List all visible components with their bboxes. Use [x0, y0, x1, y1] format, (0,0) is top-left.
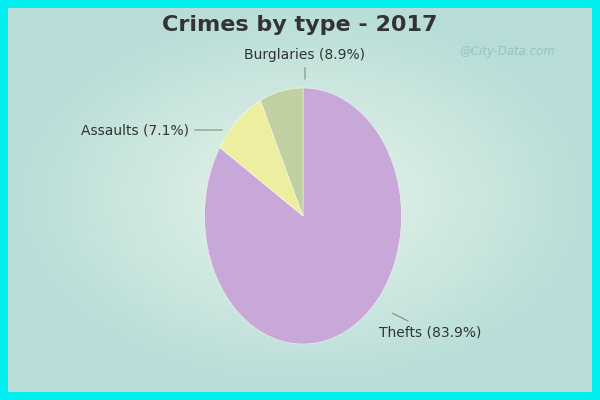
Text: Crimes by type - 2017: Crimes by type - 2017: [162, 15, 438, 35]
Wedge shape: [205, 88, 401, 344]
Text: Assaults (7.1%): Assaults (7.1%): [81, 123, 222, 137]
Text: @City-Data.com: @City-Data.com: [459, 45, 555, 58]
Wedge shape: [220, 100, 303, 216]
Wedge shape: [260, 88, 303, 216]
Text: Thefts (83.9%): Thefts (83.9%): [379, 313, 481, 339]
Text: Burglaries (8.9%): Burglaries (8.9%): [245, 48, 365, 79]
